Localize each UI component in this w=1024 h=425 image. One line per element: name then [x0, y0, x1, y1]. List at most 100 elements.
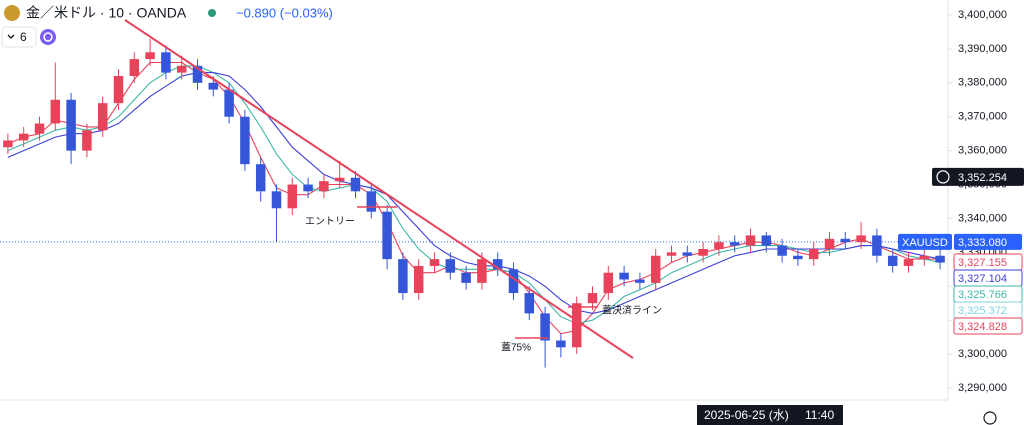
y-tick-label: 3,340,000: [958, 212, 1007, 224]
candle-body: [18, 133, 29, 141]
x-tick-label: 18:00: [433, 409, 463, 423]
candle-body: [176, 65, 187, 73]
candle-body: [113, 76, 124, 104]
candle-body: [587, 293, 598, 304]
annotation: 蓋75%: [501, 342, 531, 354]
y-tick-label: 3,290,000: [958, 382, 1007, 394]
crosshair-price-box: [932, 167, 1024, 186]
crosshair-plus: [936, 170, 950, 184]
candle-body: [319, 181, 329, 192]
y-tick-label: 3,380,000: [958, 77, 1007, 89]
candle-body: [935, 255, 945, 263]
candle-body: [477, 259, 487, 283]
candle-body: [729, 242, 740, 246]
candle-body: [461, 272, 471, 283]
symbol-title[interactable]: 金／米ドル · 10 · OANDA: [26, 5, 187, 21]
y-tick-label: 3,390,000: [958, 43, 1007, 55]
crosshair-price: 3,352.254: [958, 172, 1007, 184]
candle-body: [571, 303, 582, 348]
moving-average: [7, 61, 941, 335]
y-tick-label: 3,300,000: [958, 348, 1007, 360]
candle-body: [34, 123, 45, 134]
x-tick-label: 03:00: [605, 409, 635, 423]
candle-body: [413, 265, 424, 294]
candle-body: [287, 184, 298, 209]
candle-body: [224, 89, 234, 117]
candle-body: [603, 272, 614, 294]
candle-body: [208, 82, 219, 90]
candle-body: [334, 177, 345, 182]
candle-body: [919, 255, 930, 260]
price-tag: 3,333.080: [958, 237, 1007, 249]
candle-body: [714, 242, 724, 249]
candle-body: [66, 99, 76, 151]
x-tick-label: 12:00: [318, 409, 348, 423]
candle-body: [192, 65, 203, 83]
x-tick-label: 25: [558, 409, 572, 423]
chevron: [7, 34, 15, 39]
candle-body: [50, 99, 61, 124]
x-tick-label: 18:00: [875, 409, 905, 423]
candle-body: [556, 340, 566, 348]
crosshair-time: 11:40: [805, 408, 834, 422]
candle-body: [872, 235, 882, 256]
x-tick-label: 07:00: [665, 409, 695, 423]
candle-body: [698, 248, 708, 256]
candle-body: [145, 52, 155, 60]
crosshair-date: 2025-06-25 (水): [704, 408, 789, 422]
candle-body: [824, 238, 835, 249]
candle-body: [492, 259, 503, 270]
price-tag: 3,327.155: [958, 257, 1007, 269]
candle-body: [382, 211, 392, 260]
moving-average: [7, 72, 941, 314]
candle-body: [445, 259, 456, 273]
status-dot: [208, 9, 216, 17]
candle-body: [887, 255, 898, 266]
indicator-button[interactable]: [1, 26, 37, 48]
price-tag: 3,324.828: [958, 321, 1007, 333]
candle-body: [97, 103, 108, 131]
candle-body: [508, 269, 519, 294]
candle-body: [761, 235, 772, 246]
trend-line: [124, 19, 634, 359]
candle-body: [635, 279, 645, 283]
candle-body: [793, 255, 803, 260]
x-tick-label: 03:00: [163, 409, 193, 423]
indicator-count: 6: [20, 30, 27, 44]
candle-body: [540, 313, 550, 341]
x-tick-label: 24: [113, 409, 127, 423]
candle-body: [366, 191, 377, 212]
price-tag-box: [954, 233, 1022, 250]
x-tick-label: 09:30: [270, 409, 300, 423]
candle-body: [271, 191, 282, 209]
crosshair-time-box: [697, 405, 843, 425]
candle-body: [745, 235, 756, 246]
change: −0.890 (−0.03%): [236, 5, 333, 20]
candle-body: [303, 184, 313, 192]
candle-body: [3, 140, 13, 148]
x-tick-label: 18:00: [0, 409, 14, 423]
candle-body: [129, 59, 140, 77]
y-tick-label: 3,360,000: [958, 145, 1007, 157]
candle-body: [429, 259, 440, 266]
header: 金／米ドル · 10 · OANDA −0.890 (−0.03%) 6: [1, 5, 333, 48]
y-tick-label: 3,400,000: [958, 9, 1007, 21]
candle-body: [777, 245, 787, 256]
settings-icon[interactable]: [983, 411, 997, 425]
price-axis: [948, 0, 1024, 425]
plot-area: 18:00 21:00 24 03:00 07:00 09:30 12:00 15:00 18:…: [0, 38, 948, 423]
series-name-box: [898, 233, 952, 250]
candle-body: [161, 52, 171, 73]
x-tick-label: 07:00: [221, 409, 251, 423]
series-name: XAUUSD: [902, 237, 948, 249]
candle-body: [682, 252, 693, 256]
indicator-icon[interactable]: [40, 29, 56, 45]
price-tag: 3,325.372: [958, 305, 1007, 317]
candle-body: [619, 272, 629, 280]
price-tag: 3,325.766: [958, 289, 1007, 301]
symbol-icon: [4, 5, 20, 21]
y-tick-label: 3,370,000: [958, 111, 1007, 123]
candle-body: [650, 255, 661, 283]
candle-body: [350, 177, 361, 192]
